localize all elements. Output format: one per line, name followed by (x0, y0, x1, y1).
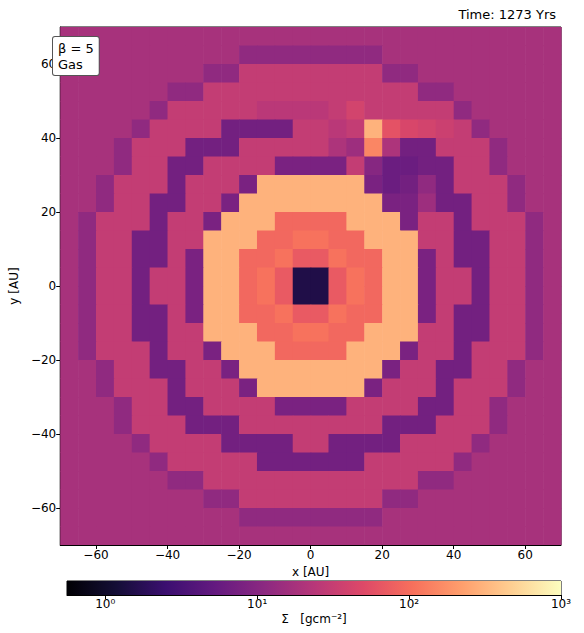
svg-text:10³: 10³ (551, 597, 571, 611)
svg-text:y [AU]: y [AU] (7, 267, 21, 304)
svg-text:20: 20 (41, 205, 56, 219)
svg-text:−20: −20 (31, 353, 56, 367)
svg-text:β = 5: β = 5 (58, 41, 94, 56)
svg-text:0: 0 (49, 279, 57, 293)
svg-text:40: 40 (41, 131, 56, 145)
svg-text:−60: −60 (31, 501, 56, 515)
svg-text:Gas: Gas (58, 57, 83, 72)
svg-text:0: 0 (307, 548, 315, 562)
svg-text:−20: −20 (226, 548, 251, 562)
svg-text:−40: −40 (31, 427, 56, 441)
svg-text:10¹: 10¹ (247, 597, 267, 611)
svg-text:Time: 1273 Yrs: Time: 1273 Yrs (457, 7, 556, 22)
svg-text:10⁰: 10⁰ (95, 597, 115, 611)
svg-text:10²: 10² (399, 597, 419, 611)
svg-text:60: 60 (518, 548, 533, 562)
svg-text:40: 40 (446, 548, 461, 562)
svg-text:Σ [gcm⁻²]: Σ [gcm⁻²] (281, 612, 346, 626)
svg-text:x [AU]: x [AU] (292, 565, 329, 579)
svg-text:−40: −40 (155, 548, 180, 562)
svg-text:60: 60 (40, 57, 57, 71)
svg-text:20: 20 (375, 548, 390, 562)
svg-text:−60: −60 (83, 548, 108, 562)
